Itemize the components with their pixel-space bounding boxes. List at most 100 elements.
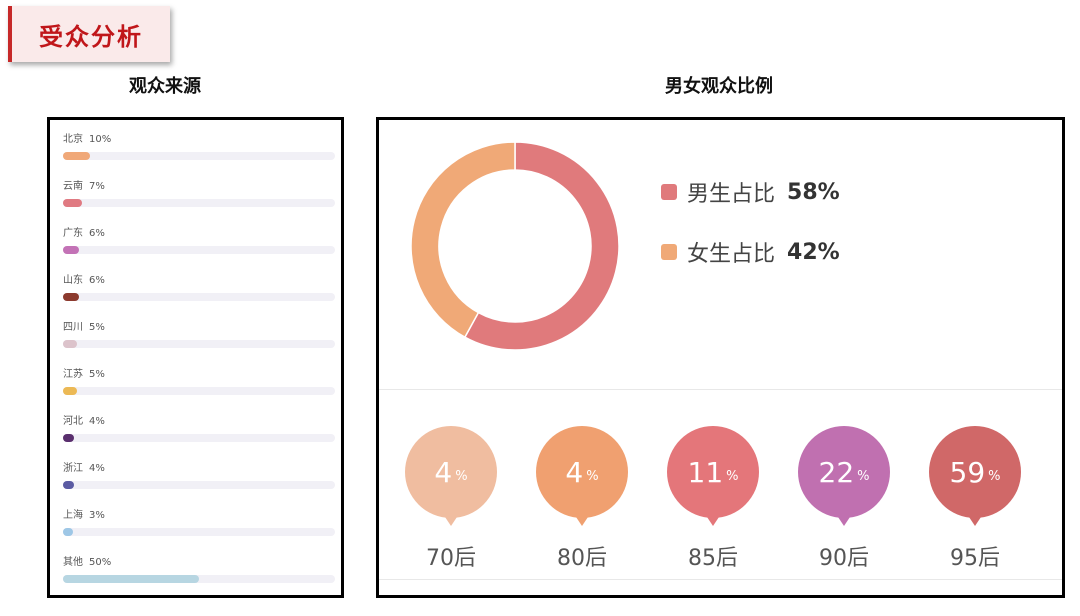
region-label: 江苏 5% bbox=[63, 365, 105, 380]
region-row: 浙江 4% bbox=[63, 459, 335, 493]
gender-title: 男女观众比例 bbox=[665, 76, 773, 97]
region-row: 云南 7% bbox=[63, 177, 335, 211]
region-label: 山东 6% bbox=[63, 271, 105, 286]
region-name: 北京 bbox=[63, 134, 83, 145]
bar-9 bbox=[63, 528, 73, 536]
region-percent: 6% bbox=[89, 275, 105, 286]
bar-track bbox=[63, 575, 335, 583]
region-percent: 7% bbox=[89, 181, 105, 192]
region-label: 浙江 4% bbox=[63, 459, 105, 474]
region-label: 云南 7% bbox=[63, 177, 105, 192]
bubble-circle bbox=[667, 426, 759, 518]
legend-value: 42% bbox=[787, 239, 840, 265]
age-percent-value: 22 bbox=[818, 455, 855, 489]
bubble-circle bbox=[405, 426, 497, 518]
legend-item: 男生占比 58% bbox=[661, 176, 840, 208]
donut-slice-2 bbox=[410, 141, 516, 339]
age-value-text: 22% bbox=[798, 426, 890, 518]
age-percent-value: 11 bbox=[687, 455, 724, 489]
age-group-label: 70后 bbox=[426, 546, 476, 571]
region-name: 山东 bbox=[63, 275, 83, 286]
bar-10 bbox=[63, 575, 199, 583]
bar-5 bbox=[63, 340, 77, 348]
region-row: 山东 6% bbox=[63, 271, 335, 305]
bar-8 bbox=[63, 481, 74, 489]
region-name: 广东 bbox=[63, 228, 83, 239]
age-value-text: 59% bbox=[929, 426, 1021, 518]
bubble-pointer bbox=[836, 514, 852, 526]
bar-track bbox=[63, 199, 335, 207]
region-name: 上海 bbox=[63, 510, 83, 521]
age-value-text: 4% bbox=[405, 426, 497, 518]
region-row: 其他 50% bbox=[63, 553, 335, 587]
bar-track bbox=[63, 387, 335, 395]
gender-donut-chart bbox=[410, 141, 620, 351]
region-row: 北京 10% bbox=[63, 130, 335, 164]
region-percent: 10% bbox=[89, 134, 112, 145]
region-label: 四川 5% bbox=[63, 318, 105, 333]
bar-track bbox=[63, 481, 335, 489]
bar-6 bbox=[63, 387, 77, 395]
age-percent-value: 4 bbox=[565, 455, 584, 489]
region-name: 河北 bbox=[63, 416, 83, 427]
region-percent: 5% bbox=[89, 322, 105, 333]
region-percent: 50% bbox=[89, 557, 112, 568]
age-value-text: 4% bbox=[536, 426, 628, 518]
age-item: 11% 85后 bbox=[663, 426, 763, 576]
age-percent-unit: % bbox=[586, 468, 599, 484]
bar-3 bbox=[63, 246, 80, 254]
bubble-circle bbox=[536, 426, 628, 518]
sources-title: 观众来源 bbox=[129, 76, 201, 97]
age-item: 22% 90后 bbox=[794, 426, 894, 576]
sources-panel: 北京 10% 云南 7% 广东 6% 山东 6% 四川 5% 江苏 5% 河北 4% 浙江 4% 上海 3% 其他 5… bbox=[47, 117, 344, 598]
bar-4 bbox=[63, 293, 80, 301]
region-row: 江苏 5% bbox=[63, 365, 335, 399]
legend-swatch bbox=[661, 184, 677, 200]
age-percent-unit: % bbox=[455, 468, 468, 484]
legend-item: 女生占比 42% bbox=[661, 236, 840, 268]
legend-label: 女生占比 bbox=[687, 242, 776, 267]
bar-7 bbox=[63, 434, 74, 442]
region-label: 河北 4% bbox=[63, 412, 105, 427]
age-group-label: 80后 bbox=[557, 546, 607, 571]
region-percent: 4% bbox=[89, 416, 105, 427]
age-percent-value: 4 bbox=[434, 455, 453, 489]
region-percent: 3% bbox=[89, 510, 105, 521]
bar-track bbox=[63, 434, 335, 442]
bubble-pointer bbox=[443, 514, 459, 526]
bubble-pointer bbox=[967, 514, 983, 526]
region-name: 江苏 bbox=[63, 369, 83, 380]
bar-track bbox=[63, 246, 335, 254]
age-percent-unit: % bbox=[857, 468, 870, 484]
region-label: 上海 3% bbox=[63, 506, 105, 521]
bar-2 bbox=[63, 199, 83, 207]
region-name: 浙江 bbox=[63, 463, 83, 474]
age-percent-unit: % bbox=[988, 468, 1001, 484]
bar-1 bbox=[63, 152, 91, 160]
bar-track bbox=[63, 293, 335, 301]
section-header-title: 受众分析 bbox=[39, 22, 143, 51]
region-label: 其他 50% bbox=[63, 553, 111, 568]
region-label: 北京 10% bbox=[63, 130, 111, 145]
legend-swatch bbox=[661, 244, 677, 260]
region-row: 四川 5% bbox=[63, 318, 335, 352]
age-group-label: 90后 bbox=[819, 546, 869, 571]
region-percent: 4% bbox=[89, 463, 105, 474]
region-row: 河北 4% bbox=[63, 412, 335, 446]
legend-label: 男生占比 bbox=[687, 182, 776, 207]
age-item: 4% 70后 bbox=[401, 426, 501, 576]
bubble-pointer bbox=[705, 514, 721, 526]
divider-top bbox=[379, 389, 1062, 390]
region-name: 云南 bbox=[63, 181, 83, 192]
age-bubble bbox=[798, 426, 890, 526]
age-group-label: 85后 bbox=[688, 546, 738, 571]
bar-track bbox=[63, 528, 335, 536]
region-percent: 6% bbox=[89, 228, 105, 239]
donut-slice-1 bbox=[463, 141, 620, 351]
region-label: 广东 6% bbox=[63, 224, 105, 239]
age-item: 4% 80后 bbox=[532, 426, 632, 576]
bubble-circle bbox=[929, 426, 1021, 518]
section-header-tag: 受众分析 bbox=[8, 6, 170, 62]
bubble-circle bbox=[798, 426, 890, 518]
bar-track bbox=[63, 340, 335, 348]
